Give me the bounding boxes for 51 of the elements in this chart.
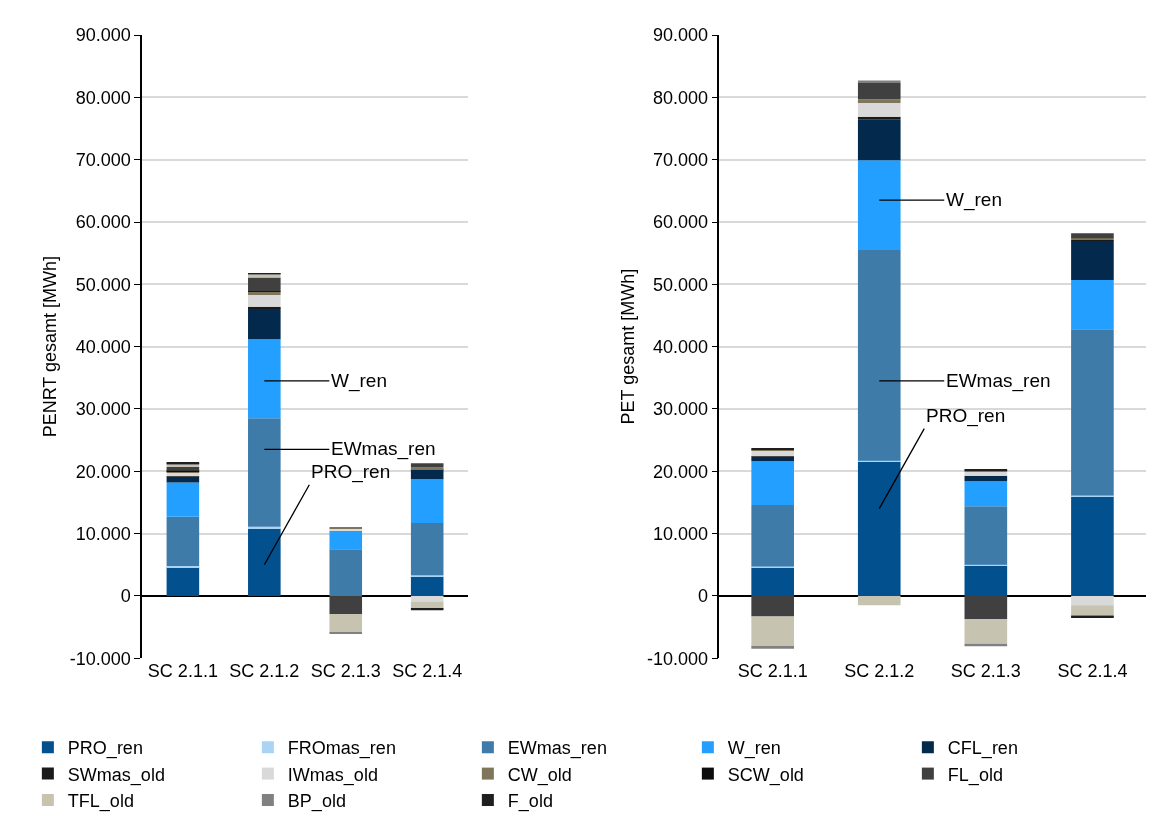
legend-label: BP_old xyxy=(287,791,346,813)
annotation: PRO_ren xyxy=(926,405,1006,427)
y-tick-label: 0 xyxy=(120,586,131,607)
y-tick-label: 20.000 xyxy=(75,461,131,482)
legend-label: PRO_ren xyxy=(67,738,143,760)
annotation: W_ren xyxy=(331,370,387,392)
legend-label: SCW_old xyxy=(727,764,804,786)
legend-label: W_ren xyxy=(727,738,781,760)
y-tick-label: 20.000 xyxy=(652,461,709,482)
x-tick-label: SC 2.1.4 xyxy=(1057,661,1128,682)
y-tick-label: -10.000 xyxy=(646,648,709,669)
y-tick-label: 60.000 xyxy=(75,212,131,233)
x-tick-label: SC 2.1.2 xyxy=(844,661,915,682)
legend-label: SWmas_old xyxy=(67,764,165,786)
legend-label: CFL_ren xyxy=(947,738,1018,760)
y-tick-label: 30.000 xyxy=(652,399,709,420)
y-tick-label: 40.000 xyxy=(652,336,709,357)
y-tick-label: 90.000 xyxy=(652,25,709,46)
legend-label: IWmas_old xyxy=(287,764,378,786)
annotation: EWmas_ren xyxy=(331,438,436,460)
y-tick-label: 50.000 xyxy=(652,274,709,295)
y-tick-label: 60.000 xyxy=(652,212,709,233)
y-tick-label: 90.000 xyxy=(75,25,131,46)
legend-label: EWmas_ren xyxy=(507,738,607,760)
y-tick-label: 10.000 xyxy=(75,523,131,544)
y-tick-label: 30.000 xyxy=(75,399,131,420)
annotation: EWmas_ren xyxy=(946,370,1051,392)
y-tick-label: 40.000 xyxy=(75,336,131,357)
legend-label: CW_old xyxy=(507,764,572,786)
y-tick-label: 70.000 xyxy=(652,150,709,171)
y-axis-title: PET gesamt [MWh] xyxy=(617,268,638,425)
x-tick-label: SC 2.1.2 xyxy=(229,661,300,682)
y-tick-label: 80.000 xyxy=(652,87,709,108)
x-tick-label: SC 2.1.1 xyxy=(737,661,808,682)
annotation: PRO_ren xyxy=(311,461,391,483)
y-tick-label: 0 xyxy=(698,586,709,607)
y-tick-label: 70.000 xyxy=(75,150,131,171)
legend-label: FROmas_ren xyxy=(287,738,396,760)
legend-label: F_old xyxy=(507,791,553,813)
annotation: W_ren xyxy=(946,189,1002,211)
y-tick-label: 10.000 xyxy=(652,523,709,544)
y-axis-title: PENRT gesamt [MWh] xyxy=(40,255,61,438)
y-tick-label: 50.000 xyxy=(75,274,131,295)
y-tick-label: -10.000 xyxy=(69,648,131,669)
x-tick-label: SC 2.1.3 xyxy=(310,661,381,682)
x-tick-label: SC 2.1.4 xyxy=(392,661,463,682)
legend-label: FL_old xyxy=(947,764,1003,786)
y-tick-label: 80.000 xyxy=(75,87,131,108)
x-tick-label: SC 2.1.1 xyxy=(147,661,218,682)
x-tick-label: SC 2.1.3 xyxy=(950,661,1021,682)
legend-label: TFL_old xyxy=(67,791,134,813)
